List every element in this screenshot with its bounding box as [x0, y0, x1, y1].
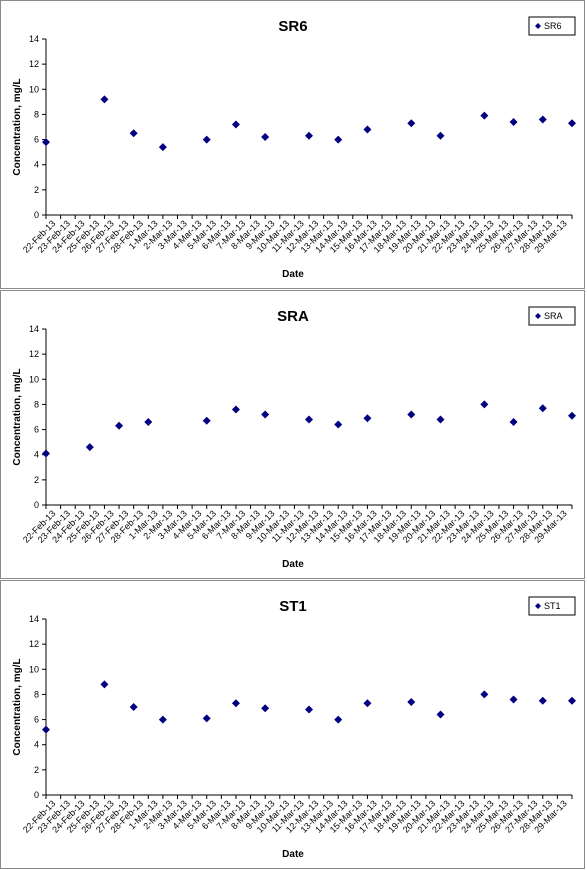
- chart-title: SR6: [278, 18, 307, 35]
- data-point: [538, 696, 547, 705]
- y-tick-label: 2: [34, 185, 39, 195]
- data-point: [261, 410, 270, 419]
- data-point: [231, 405, 240, 414]
- data-point: [144, 418, 153, 427]
- data-point: [115, 421, 124, 430]
- y-tick-label: 0: [34, 210, 39, 220]
- y-tick-label: 0: [34, 790, 39, 800]
- legend-box: [528, 16, 576, 36]
- data-point: [363, 414, 372, 423]
- chart-title: ST1: [279, 598, 307, 615]
- chart-svg: SRA0246810121422-Feb-1323-Feb-1324-Feb-1…: [12, 306, 576, 570]
- data-point: [231, 699, 240, 708]
- chart-panel-st1: ST1 0 2 4 6 8 10 12 14 22-Feb-13 23-Feb-13 24-Feb-1…: [0, 580, 585, 869]
- data-point: [436, 415, 445, 424]
- data-point: [407, 697, 416, 706]
- y-axis-title: Concentration, mg/L: [12, 78, 23, 175]
- y-tick-label: 6: [34, 715, 39, 725]
- y-tick-label: 8: [34, 689, 39, 699]
- y-tick-label: 4: [34, 450, 39, 460]
- legend-box: [528, 306, 576, 326]
- data-point: [509, 695, 518, 704]
- data-point: [202, 714, 211, 723]
- y-tick-label: 8: [34, 399, 39, 409]
- chart-title: SRA: [277, 308, 309, 325]
- y-tick-label: 2: [34, 475, 39, 485]
- legend-marker: [535, 603, 541, 609]
- chart-panel-sra: SRA 0 2 4 6 8 10 12 14 22-Feb-13 23-Feb-13 24-Feb-1…: [0, 290, 585, 579]
- data-point: [568, 411, 576, 420]
- x-axis-title: Date: [282, 849, 304, 860]
- data-point: [158, 143, 167, 152]
- data-point: [261, 133, 270, 142]
- y-tick-label: 10: [29, 84, 39, 94]
- data-point: [538, 115, 547, 124]
- data-point: [129, 129, 138, 138]
- y-tick-label: 12: [29, 59, 39, 69]
- data-point: [334, 420, 343, 429]
- y-tick-label: 12: [29, 639, 39, 649]
- y-tick-label: 12: [29, 349, 39, 359]
- legend-label: SR6: [544, 21, 562, 31]
- y-tick-label: 0: [34, 500, 39, 510]
- data-point: [509, 418, 518, 427]
- y-tick-label: 8: [34, 109, 39, 119]
- data-point: [305, 131, 313, 140]
- data-point: [334, 715, 343, 724]
- data-point: [334, 135, 343, 144]
- data-point: [480, 111, 489, 120]
- data-point: [85, 443, 94, 452]
- data-point: [42, 725, 50, 734]
- data-point: [231, 120, 240, 129]
- chart-svg: ST10246810121422-Feb-1323-Feb-1324-Feb-1…: [12, 596, 576, 860]
- legend-label: ST1: [544, 601, 561, 611]
- data-point: [363, 125, 372, 134]
- data-point: [509, 117, 518, 126]
- legend-marker: [535, 313, 541, 319]
- y-tick-label: 4: [34, 740, 39, 750]
- data-point: [436, 131, 445, 140]
- data-point: [480, 690, 489, 699]
- data-point: [363, 699, 372, 708]
- y-axis-title: Concentration, mg/L: [12, 658, 23, 755]
- data-point: [407, 410, 416, 419]
- chart-svg: SR60246810121422-Feb-1323-Feb-1324-Feb-1…: [12, 16, 576, 280]
- y-tick-label: 6: [34, 425, 39, 435]
- data-point: [129, 703, 138, 711]
- legend-label: SRA: [544, 311, 563, 321]
- legend-box: [528, 596, 576, 616]
- data-point: [568, 696, 576, 705]
- data-point: [305, 415, 313, 424]
- data-point: [42, 449, 50, 458]
- data-point: [100, 680, 109, 689]
- legend: SR6: [528, 16, 576, 36]
- y-tick-label: 14: [29, 614, 39, 624]
- chart-panel-sr6: SR6 0 2 4 6 8 10 12 14 22-Feb-13 23-Feb-13 24-Feb-1…: [0, 0, 585, 289]
- data-point: [568, 119, 576, 128]
- data-point: [261, 704, 270, 713]
- x-axis-title: Date: [282, 269, 304, 280]
- data-point: [100, 95, 109, 104]
- x-axis-title: Date: [282, 559, 304, 570]
- y-tick-label: 2: [34, 765, 39, 775]
- y-tick-label: 14: [29, 34, 39, 44]
- data-point: [538, 404, 547, 413]
- y-tick-label: 4: [34, 160, 39, 170]
- y-tick-label: 14: [29, 324, 39, 334]
- data-point: [436, 710, 445, 719]
- legend-marker: [535, 23, 541, 29]
- data-point: [158, 715, 167, 724]
- y-axis-title: Concentration, mg/L: [12, 368, 23, 465]
- data-point: [480, 400, 489, 409]
- data-point: [407, 119, 416, 128]
- data-point: [305, 705, 313, 714]
- data-point: [202, 135, 211, 144]
- y-tick-label: 6: [34, 135, 39, 145]
- y-tick-label: 10: [29, 374, 39, 384]
- data-point: [42, 138, 50, 147]
- y-tick-label: 10: [29, 664, 39, 674]
- legend: SRA: [528, 306, 576, 326]
- legend: ST1: [528, 596, 576, 616]
- data-point: [202, 416, 211, 425]
